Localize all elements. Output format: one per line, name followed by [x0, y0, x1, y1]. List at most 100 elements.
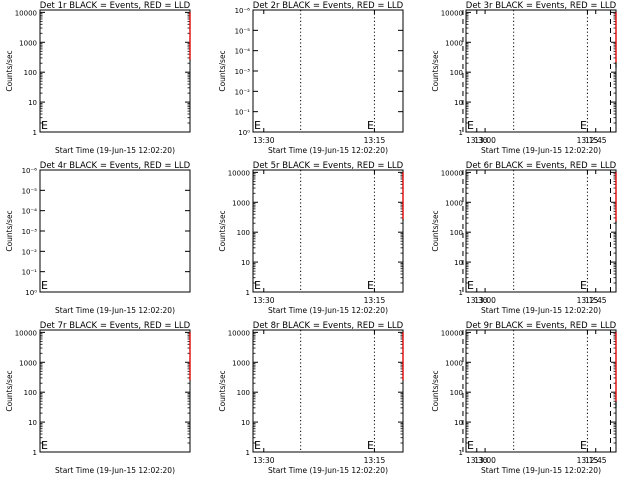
y-tick-label: 10⁻² — [22, 248, 38, 256]
plot-frame — [39, 9, 191, 133]
plot-frame — [252, 169, 404, 293]
chart-title: Det 3r BLACK = Events, RED = LLD — [466, 1, 617, 11]
y-tick-label: 10 — [454, 259, 463, 267]
y-axis-label: Counts/sec — [5, 210, 14, 251]
x-tick-label: 13:15 — [577, 136, 599, 145]
chart-title: Det 9r BLACK = Events, RED = LLD — [466, 321, 617, 331]
plot-frame — [39, 329, 191, 453]
chart-panel-7: Det 7r BLACK = Events, RED = LLD12:1512:… — [5, 321, 611, 475]
y-tick-label: 1000 — [232, 199, 250, 207]
x-axis-label: Start Time (19-Jun-15 12:02:20) — [268, 466, 388, 475]
marker-label-e-left: E — [41, 439, 48, 452]
x-axis-label: Start Time (19-Jun-15 12:02:20) — [55, 466, 175, 475]
marker-label-e-left: E — [254, 439, 261, 452]
chart-title: Det 2r BLACK = Events, RED = LLD — [253, 1, 404, 11]
y-tick-label: 100 — [237, 229, 250, 237]
y-axis-label: Counts/sec — [431, 210, 440, 251]
x-tick-label: 13:00 — [474, 136, 496, 145]
y-tick-label: 1000 — [232, 359, 250, 367]
x-axis-label: Start Time (19-Jun-15 12:02:20) — [55, 306, 175, 315]
y-axis-label: Counts/sec — [218, 370, 227, 411]
y-tick-label: 10⁻⁶ — [22, 167, 38, 175]
chart-title: Det 8r BLACK = Events, RED = LLD — [253, 321, 404, 331]
y-tick-label: 10⁻⁴ — [235, 48, 251, 56]
y-tick-label: 10000 — [228, 169, 250, 177]
x-tick-label: 13:15 — [364, 456, 386, 465]
marker-label-e: E — [367, 119, 374, 132]
y-tick-label: 10⁻⁴ — [22, 208, 38, 216]
y-tick-label: 10 — [28, 419, 37, 427]
y-tick-label: 10⁰ — [25, 289, 37, 297]
y-tick-label: 1 — [459, 129, 463, 137]
x-tick-label: 12:45 — [585, 296, 607, 305]
marker-label-e-left: E — [467, 119, 474, 132]
y-tick-label: 10 — [28, 99, 37, 107]
y-tick-label: 10⁰ — [238, 129, 250, 137]
marker-label-e-left: E — [41, 119, 48, 132]
y-tick-label: 10⁻⁵ — [22, 187, 38, 195]
marker-label-e: E — [367, 439, 374, 452]
chart-panel-5: Det 5r BLACK = Events, RED = LLD12:1512:… — [218, 161, 599, 315]
x-tick-label: 12:45 — [585, 136, 607, 145]
chart-title: Det 7r BLACK = Events, RED = LLD — [40, 321, 191, 331]
x-tick-label: 13:30 — [253, 296, 275, 305]
chart-panel-6: Det 6r BLACK = Events, RED = LLD12:1512:… — [431, 161, 617, 315]
y-tick-label: 10000 — [441, 169, 463, 177]
y-tick-label: 1000 — [445, 199, 463, 207]
x-tick-label: 13:15 — [364, 296, 386, 305]
y-tick-label: 10000 — [15, 9, 37, 17]
y-tick-label: 10 — [241, 419, 250, 427]
marker-label-e: E — [580, 119, 587, 132]
chart-panel-9: Det 9r BLACK = Events, RED = LLD12:1512:… — [431, 321, 617, 475]
x-tick-label: 13:30 — [466, 456, 488, 465]
marker-label-e-left: E — [467, 279, 474, 292]
y-axis-label: Counts/sec — [5, 50, 14, 91]
y-axis-label: Counts/sec — [431, 370, 440, 411]
y-tick-label: 1 — [246, 449, 250, 457]
y-tick-label: 100 — [450, 69, 463, 77]
x-tick-label: 13:15 — [577, 296, 599, 305]
x-tick-label: 13:15 — [364, 136, 386, 145]
y-tick-label: 10 — [454, 99, 463, 107]
y-tick-label: 10 — [454, 419, 463, 427]
y-tick-label: 10⁻⁵ — [235, 27, 251, 35]
y-tick-label: 1 — [246, 289, 250, 297]
plot-frame — [465, 169, 617, 293]
chart-panel-1: Det 1r BLACK = Events, RED = LLD12:1512:… — [5, 1, 611, 155]
y-tick-label: 1 — [459, 449, 463, 457]
chart-title: Det 1r BLACK = Events, RED = LLD — [40, 1, 191, 11]
chart-panel-4: Det 4r BLACK = Events, RED = LLD12:1512:… — [5, 161, 611, 315]
marker-label-e-left: E — [254, 279, 261, 292]
x-tick-label: 13:30 — [253, 456, 275, 465]
y-tick-label: 10000 — [441, 9, 463, 17]
x-tick-label: 13:30 — [466, 136, 488, 145]
x-axis-label: Start Time (19-Jun-15 12:02:20) — [481, 146, 601, 155]
chart-panel-2: Det 2r BLACK = Events, RED = LLD12:1512:… — [218, 1, 599, 155]
y-tick-label: 10000 — [15, 329, 37, 337]
marker-label-e-left: E — [467, 439, 474, 452]
x-tick-label: 13:30 — [466, 296, 488, 305]
y-tick-label: 1000 — [19, 359, 37, 367]
x-axis-label: Start Time (19-Jun-15 12:02:20) — [481, 306, 601, 315]
chart-panel-8: Det 8r BLACK = Events, RED = LLD12:1512:… — [218, 321, 598, 475]
x-axis-label: Start Time (19-Jun-15 12:02:20) — [268, 306, 388, 315]
y-tick-label: 100 — [24, 389, 37, 397]
y-tick-label: 10⁻⁶ — [235, 7, 251, 15]
marker-label-e: E — [580, 439, 587, 452]
x-tick-label: 13:00 — [474, 296, 496, 305]
y-axis-label: Counts/sec — [218, 50, 227, 91]
y-tick-label: 1 — [459, 289, 463, 297]
y-axis-label: Counts/sec — [218, 210, 227, 251]
y-tick-label: 100 — [24, 69, 37, 77]
y-axis-label: Counts/sec — [431, 50, 440, 91]
y-tick-label: 10⁻³ — [235, 68, 251, 76]
plot-frame — [252, 329, 404, 453]
marker-label-e: E — [367, 279, 374, 292]
y-tick-label: 10 — [241, 259, 250, 267]
x-tick-label: 12:45 — [585, 456, 607, 465]
x-tick-label: 13:30 — [253, 136, 275, 145]
y-tick-label: 100 — [237, 389, 250, 397]
chart-title: Det 5r BLACK = Events, RED = LLD — [253, 161, 404, 171]
